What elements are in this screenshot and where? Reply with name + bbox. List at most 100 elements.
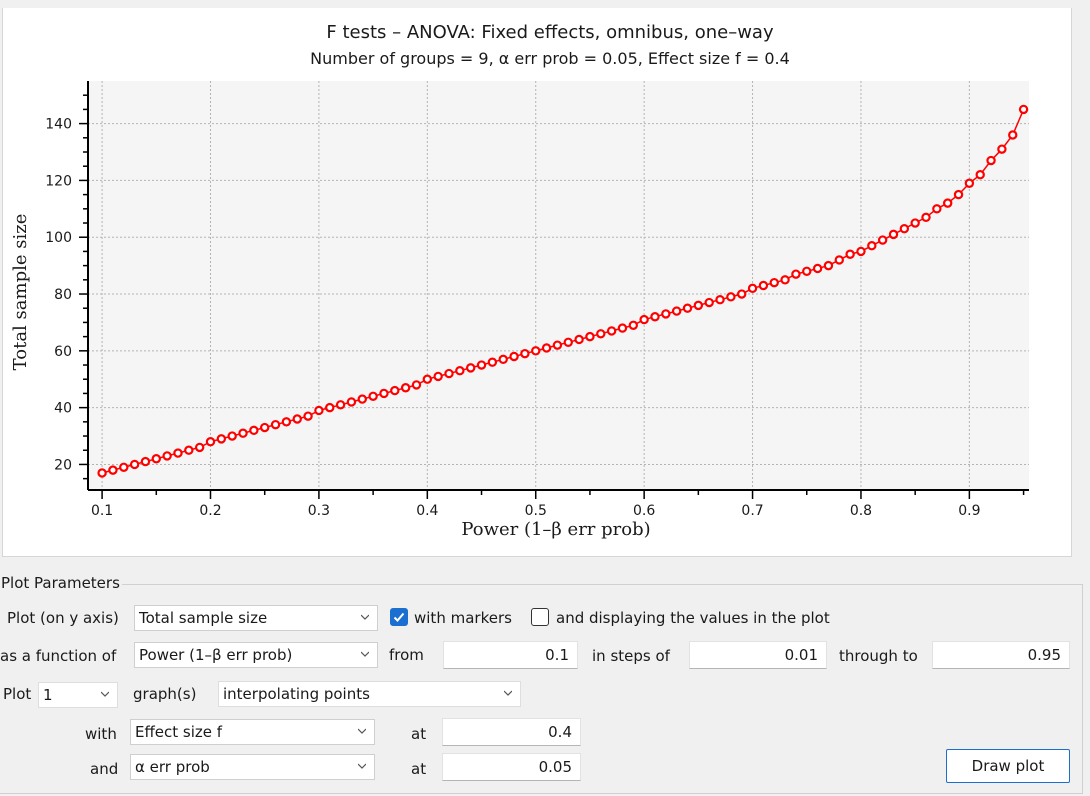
data-point <box>585 331 595 342</box>
data-point <box>1008 130 1018 140</box>
chart-title: F tests – ANOVA: Fixed effects, omnibus,… <box>326 22 774 43</box>
y-tick-label: 120 <box>45 173 72 189</box>
through-label: through to <box>839 647 918 665</box>
data-point <box>411 380 422 390</box>
data-point <box>888 229 899 240</box>
data-point <box>791 269 801 279</box>
plot-y-axis-label: Plot (on y axis) <box>7 609 119 627</box>
data-point <box>335 400 346 410</box>
chart-subtitle: Number of groups = 9, α err prob = 0.05,… <box>310 49 790 68</box>
data-point <box>433 371 443 382</box>
data-point <box>444 368 454 379</box>
x-axis-select[interactable]: Power (1–β err prob) <box>134 642 378 668</box>
x-tick-label: 0.4 <box>416 503 438 519</box>
data-point <box>650 312 660 322</box>
chevron-down-icon <box>361 651 369 657</box>
data-point <box>661 309 671 319</box>
data-point <box>986 155 996 166</box>
x-tick-label: 0.8 <box>850 503 872 519</box>
draw-plot-button[interactable]: Draw plot <box>946 749 1070 783</box>
data-point <box>671 306 682 316</box>
data-point <box>238 428 248 438</box>
alpha-value-input[interactable]: 0.05 <box>442 753 581 781</box>
data-point <box>292 414 302 424</box>
data-point <box>97 468 107 478</box>
with-markers-checkbox[interactable] <box>390 608 408 626</box>
data-point <box>596 329 606 339</box>
x-tick-label: 0.1 <box>91 503 113 519</box>
alpha-select-value: α err prob <box>135 758 210 776</box>
steps-value-input[interactable]: 0.01 <box>689 641 827 669</box>
y-axis-select-value: Total sample size <box>139 609 268 627</box>
plot-mode-select[interactable]: interpolating points <box>218 681 521 707</box>
from-value-input[interactable]: 0.1 <box>443 641 578 669</box>
chevron-down-icon <box>504 690 512 696</box>
data-point <box>910 218 920 228</box>
data-point <box>780 275 790 285</box>
steps-label: in steps of <box>592 647 670 665</box>
data-point <box>715 295 725 305</box>
data-point <box>953 189 964 200</box>
checkmark-icon <box>393 612 405 622</box>
data-point <box>184 445 194 455</box>
data-point <box>802 266 812 276</box>
y-axis-select[interactable]: Total sample size <box>134 605 378 631</box>
data-point <box>726 292 736 302</box>
data-point <box>520 348 530 359</box>
y-tick-label: 80 <box>54 287 72 303</box>
display-values-label: and displaying the values in the plot <box>556 609 830 627</box>
data-point <box>921 212 931 223</box>
data-point <box>249 425 259 436</box>
data-point <box>704 297 714 308</box>
data-point <box>606 326 617 336</box>
data-point <box>173 448 183 458</box>
effect-size-select[interactable]: Effect size f <box>130 719 375 745</box>
x-tick-label: 0.5 <box>525 503 547 519</box>
plot-panel: 0.1 0.2 0.3 0.4 0.5 0.6 0.7 0.8 0.9 20 40 60 80 100 12… <box>2 8 1072 557</box>
data-point <box>314 405 324 416</box>
y-tick-label: 100 <box>45 230 72 246</box>
x-tick-label: 0.3 <box>308 503 330 519</box>
data-point <box>964 178 975 188</box>
data-point <box>270 419 281 430</box>
data-point <box>997 144 1007 154</box>
data-point <box>379 388 389 399</box>
x-axis-select-value: Power (1–β err prob) <box>139 646 293 664</box>
data-point <box>563 337 573 348</box>
alpha-select[interactable]: α err prob <box>130 754 375 780</box>
data-point <box>823 260 834 271</box>
data-point <box>487 357 498 367</box>
x-tick-label: 0.6 <box>633 503 655 519</box>
data-point <box>455 366 465 376</box>
data-point <box>422 374 433 384</box>
plot-count-label: Plot <box>3 685 32 703</box>
graph-count-select[interactable]: 1 <box>38 682 118 708</box>
x-tick-label: 0.2 <box>199 503 221 519</box>
x-tick-label: 0.9 <box>958 503 980 519</box>
display-values-checkbox[interactable] <box>531 608 549 626</box>
data-point <box>465 363 476 373</box>
data-point <box>108 465 118 475</box>
chevron-down-icon <box>358 728 366 734</box>
data-point <box>834 255 844 265</box>
data-point <box>682 303 693 313</box>
effect-size-value-input[interactable]: 0.4 <box>442 718 581 746</box>
data-point <box>693 300 704 311</box>
graphs-label: graph(s) <box>133 685 197 703</box>
data-point <box>303 411 313 421</box>
data-point <box>758 280 769 291</box>
data-point <box>476 360 487 370</box>
y-axis-label: Total sample size <box>10 214 31 371</box>
plot-parameters-group <box>0 584 1083 794</box>
through-value-input[interactable]: 0.95 <box>932 641 1070 669</box>
y-tick-label: 20 <box>54 457 72 473</box>
data-point <box>747 283 758 294</box>
at-label: at <box>411 725 427 743</box>
plot-parameters-legend: Plot Parameters <box>0 574 122 592</box>
plot-area <box>88 81 1029 490</box>
chevron-down-icon <box>358 763 366 769</box>
data-point <box>346 397 357 407</box>
chart: 0.1 0.2 0.3 0.4 0.5 0.6 0.7 0.8 0.9 20 40 60 80 100 12… <box>10 22 1029 540</box>
data-point <box>260 422 270 433</box>
y-tick-label: 60 <box>54 344 72 360</box>
